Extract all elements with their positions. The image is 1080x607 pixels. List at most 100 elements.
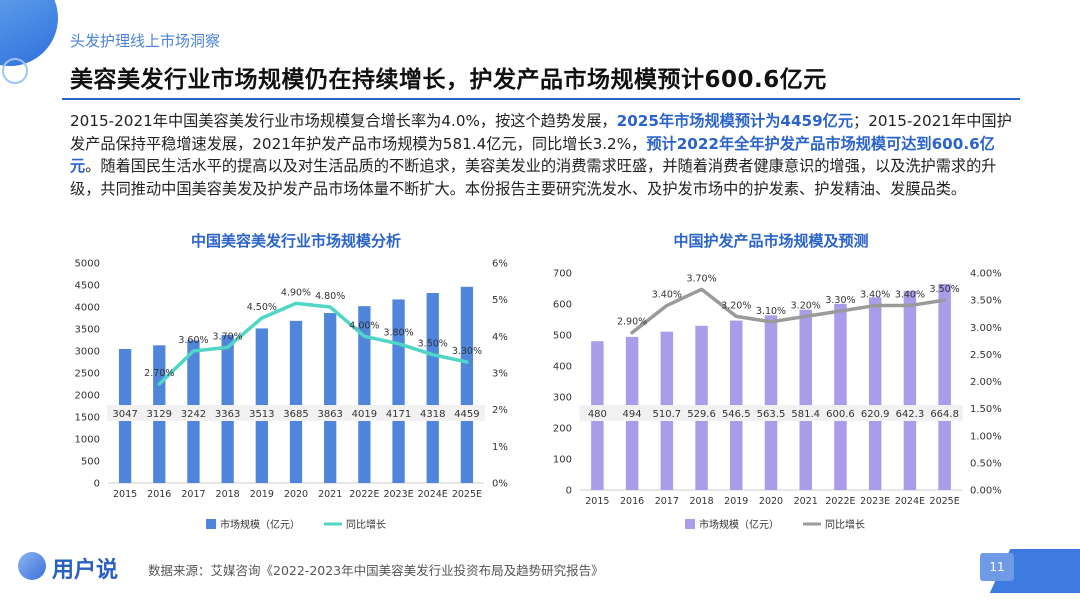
growth-data-label: 3.50% bbox=[418, 339, 448, 350]
bar bbox=[868, 297, 882, 490]
y2-tick-label: 3.50% bbox=[970, 296, 1002, 307]
bar bbox=[426, 293, 439, 483]
bar-data-label: 3863 bbox=[317, 409, 342, 420]
bar bbox=[799, 309, 812, 490]
decor-circle bbox=[0, 0, 58, 66]
bar-data-label: 480 bbox=[588, 409, 607, 420]
y2-tick-label: 2% bbox=[492, 405, 508, 416]
bar bbox=[289, 320, 303, 483]
y-tick-label: 1000 bbox=[75, 435, 100, 446]
y2-tick-label: 1% bbox=[492, 442, 508, 453]
x-tick-label: 2018 bbox=[689, 496, 713, 507]
bar-data-label: 3242 bbox=[181, 409, 206, 420]
x-tick-label: 2024E bbox=[418, 489, 448, 500]
x-tick-label: 2023E bbox=[383, 489, 413, 500]
y2-tick-label: 2.00% bbox=[970, 377, 1002, 388]
bar-label-bg bbox=[718, 405, 755, 421]
bar-data-label: 600.6 bbox=[826, 409, 855, 420]
y-tick-label: 0 bbox=[566, 486, 572, 497]
intro-paragraph: 2015-2021年中国美容美发行业市场规模复合增长率为4.0%，按这个趋势发展… bbox=[70, 110, 1012, 200]
beauty-market-chart: 中国美容美发行业市场规模分析 0 500 1000 1500 2000 2500 3000 35… bbox=[75, 232, 508, 531]
y-tick-label: 600 bbox=[553, 300, 572, 311]
growth-data-label: 4.50% bbox=[247, 302, 277, 313]
y2-tick-label: 1.50% bbox=[970, 404, 1002, 415]
bar-data-label: 529.6 bbox=[687, 409, 716, 420]
page-number: 11 bbox=[980, 553, 1014, 581]
bar-data-label: 563.5 bbox=[757, 409, 786, 420]
growth-data-label: 3.50% bbox=[930, 284, 960, 295]
x-tick-label: 2020 bbox=[284, 489, 308, 500]
intro-text-2: ；2015-2021年中国护发产品保持平稳增速发展，2021年护发产品市场规模为… bbox=[70, 112, 1012, 153]
y-tick-label: 0 bbox=[94, 479, 100, 490]
data-source: 数据来源：艾媒咨询《2022-2023年中国美容美发行业投资布局及趋势研究报告》 bbox=[148, 563, 604, 578]
legend-line-label: 同比增长 bbox=[346, 518, 386, 531]
growth-line bbox=[630, 287, 947, 335]
growth-data-label: 3.40% bbox=[860, 290, 890, 301]
bar-label-bg bbox=[822, 405, 859, 421]
y-tick-label: 2500 bbox=[75, 369, 100, 380]
bar-label-bg bbox=[648, 405, 685, 421]
y-tick-label: 200 bbox=[553, 424, 572, 435]
y-tick-label: 4000 bbox=[75, 303, 100, 314]
haircare-market-chart: 中国护发产品市场规模及预测 0 100 200 300 400 500 600 700 0.00%… bbox=[553, 232, 1002, 531]
y2-tick-label: 4% bbox=[492, 332, 508, 343]
growth-data-label: 3.80% bbox=[383, 328, 413, 339]
bar bbox=[834, 303, 847, 490]
x-tick-label: 2021 bbox=[794, 496, 818, 507]
x-tick-label: 2021 bbox=[318, 489, 342, 500]
growth-data-label: 3.60% bbox=[178, 335, 208, 346]
y-tick-label: 700 bbox=[553, 269, 572, 280]
bar-data-label: 4459 bbox=[454, 409, 479, 420]
bar-label-bg bbox=[414, 405, 451, 421]
y2-tick-label: 3% bbox=[492, 369, 508, 380]
bar bbox=[358, 306, 371, 483]
y-tick-label: 400 bbox=[553, 362, 572, 373]
bar-label-bg bbox=[926, 405, 963, 421]
legend-bar-label: 市场规模（亿元） bbox=[699, 518, 779, 531]
growth-data-label: 3.20% bbox=[721, 300, 751, 311]
bar-label-bg bbox=[141, 405, 178, 421]
x-tick-label: 2025E bbox=[930, 496, 960, 507]
y2-tick-label: 4.00% bbox=[970, 269, 1002, 280]
bar-label-bg bbox=[175, 405, 212, 421]
bar-data-label: 4019 bbox=[352, 409, 377, 420]
growth-data-label: 3.70% bbox=[213, 331, 243, 342]
y-tick-label: 300 bbox=[553, 393, 572, 404]
title-divider bbox=[62, 98, 1020, 100]
intro-highlight-2: 预计2022年全年护发产品市场规模可达到600.6亿元 bbox=[70, 134, 995, 176]
breadcrumb: 头发护理线上市场洞察 bbox=[70, 32, 221, 50]
y-tick-label: 500 bbox=[553, 331, 572, 342]
bar-label-bg bbox=[891, 405, 928, 421]
bar-label-bg bbox=[346, 405, 383, 421]
growth-data-label: 4.80% bbox=[315, 291, 345, 302]
bar-data-label: 3363 bbox=[215, 409, 240, 420]
bar-label-bg bbox=[857, 405, 894, 421]
x-tick-label: 2020 bbox=[759, 496, 783, 507]
bar-label-bg bbox=[579, 405, 616, 421]
bar-data-label: 510.7 bbox=[652, 409, 681, 420]
legend-bar-swatch bbox=[685, 519, 695, 529]
x-tick-label: 2019 bbox=[250, 489, 274, 500]
bar bbox=[460, 286, 474, 483]
y2-tick-label: 0.00% bbox=[970, 486, 1002, 497]
x-tick-label: 2022E bbox=[349, 489, 379, 500]
legend-bar-swatch bbox=[206, 519, 216, 529]
legend-line-label: 同比增长 bbox=[825, 518, 865, 531]
decor-ring bbox=[2, 58, 28, 84]
y-tick-label: 500 bbox=[81, 457, 100, 468]
bar bbox=[324, 313, 337, 483]
growth-data-label: 4.90% bbox=[281, 287, 311, 298]
x-tick-label: 2017 bbox=[181, 489, 205, 500]
bar-data-label: 620.9 bbox=[861, 409, 890, 420]
bar bbox=[938, 283, 951, 490]
growth-data-label: 3.30% bbox=[452, 346, 482, 357]
intro-text-1: 2015-2021年中国美容美发行业市场规模复合增长率为4.0%，按这个趋势发展… bbox=[70, 112, 617, 130]
growth-data-label: 2.70% bbox=[144, 368, 174, 379]
bar-label-bg bbox=[209, 405, 246, 421]
bar-data-label: 581.4 bbox=[791, 409, 820, 420]
bar-data-label: 4171 bbox=[386, 409, 411, 420]
y2-tick-label: 5% bbox=[492, 295, 508, 306]
growth-data-label: 3.40% bbox=[895, 290, 925, 301]
bar-data-label: 3513 bbox=[249, 409, 274, 420]
y-tick-label: 3000 bbox=[75, 347, 100, 358]
